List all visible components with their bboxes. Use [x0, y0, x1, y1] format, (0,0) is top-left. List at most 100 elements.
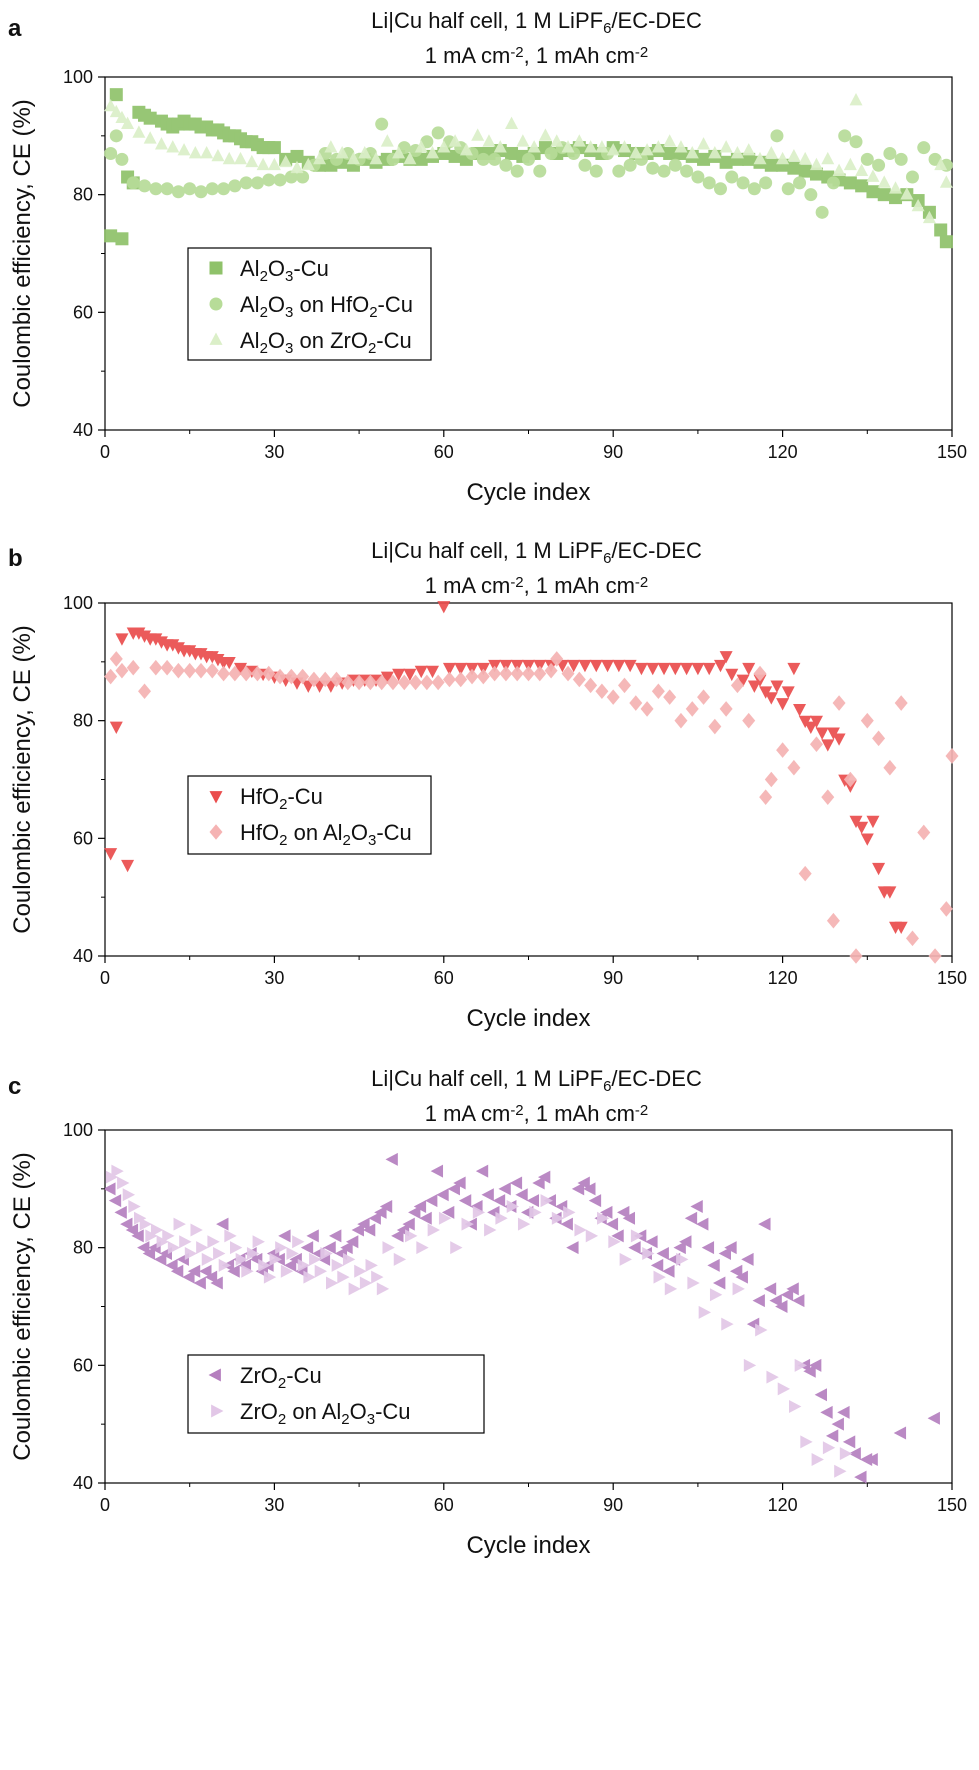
data-point: [702, 176, 716, 190]
y-axis-label: Coulombic efficiency, CE (%): [9, 625, 36, 934]
data-point: [755, 1323, 768, 1337]
legend-label: HfO2-Cu: [240, 784, 323, 813]
data-point: [821, 789, 835, 805]
data-point: [623, 158, 637, 172]
data-point: [793, 704, 807, 717]
data-point: [684, 1211, 698, 1225]
data-point: [142, 1247, 156, 1261]
data-point: [437, 140, 451, 153]
data-point: [577, 1176, 590, 1190]
x-tick-label: 150: [937, 442, 967, 462]
data-point: [162, 1229, 175, 1243]
data-point: [505, 146, 519, 160]
data-point: [104, 146, 118, 160]
y-tick-label: 80: [73, 185, 93, 205]
data-point: [252, 1235, 265, 1249]
data-point: [374, 1205, 387, 1219]
data-point: [877, 175, 891, 188]
data-point: [358, 146, 372, 159]
series-al2o3-on-zro2-cu: [104, 93, 953, 224]
data-point: [606, 143, 620, 156]
data-point: [228, 665, 242, 682]
data-point: [348, 1282, 361, 1296]
legend-label-part: HfO: [240, 784, 279, 809]
data-point: [849, 93, 863, 106]
data-point: [413, 1199, 427, 1213]
data-point: [427, 1223, 440, 1237]
data-point: [132, 125, 146, 138]
data-point: [719, 155, 733, 169]
data-point: [571, 1182, 585, 1196]
data-point: [201, 1252, 215, 1266]
data-point: [934, 157, 948, 171]
data-point: [357, 1217, 370, 1231]
data-point: [403, 151, 417, 165]
legend-marker: [208, 1368, 221, 1382]
data-point: [622, 1211, 636, 1225]
y-axis-label: Coulombic efficiency, CE (%): [9, 99, 36, 408]
data-point: [786, 1282, 799, 1296]
x-tick-label: 150: [937, 968, 967, 988]
data-point: [843, 157, 857, 171]
data-point: [905, 170, 919, 184]
data-point: [115, 152, 129, 166]
data-point: [346, 151, 360, 165]
data-point: [345, 1235, 359, 1249]
data-point: [273, 668, 287, 685]
legend-label-part: -Cu: [378, 292, 413, 317]
chart-panel-b: b Li|Cu half cell, 1 M LiPF6/EC-DEC 1 mA c…: [8, 538, 967, 1032]
data-point: [789, 1400, 802, 1414]
data-point: [883, 146, 897, 160]
data-point: [386, 674, 400, 691]
data-point: [663, 689, 677, 705]
data-point: [911, 198, 925, 212]
data-point: [488, 152, 502, 166]
data-point: [680, 164, 694, 178]
data-point: [753, 665, 767, 682]
data-point: [837, 1405, 850, 1419]
data-point: [605, 1217, 619, 1231]
x-tick-label: 120: [768, 442, 798, 462]
data-point: [533, 164, 547, 178]
data-point: [713, 1276, 726, 1290]
data-point: [732, 1282, 745, 1296]
data-point: [770, 680, 784, 693]
data-point: [826, 176, 840, 190]
data-point: [183, 182, 197, 196]
data-point: [354, 1264, 367, 1278]
data-point: [780, 1288, 794, 1302]
legend-label-part: 2: [343, 832, 351, 849]
data-point: [560, 1217, 573, 1231]
data-point: [188, 146, 202, 159]
data-point: [601, 659, 615, 673]
data-point: [646, 161, 660, 175]
data-point: [150, 1223, 164, 1237]
data-point: [679, 1235, 692, 1249]
data-point: [662, 1264, 675, 1278]
legend-label: ZrO2-Cu: [240, 1363, 322, 1392]
data-point: [612, 659, 626, 673]
data-point: [414, 140, 428, 153]
data-point: [414, 665, 428, 679]
data-point: [537, 1170, 551, 1184]
data-point: [849, 135, 863, 149]
data-point: [763, 1282, 777, 1296]
data-point: [114, 1205, 127, 1219]
data-point: [380, 671, 394, 685]
data-point: [506, 1199, 520, 1213]
data-point: [743, 1358, 757, 1372]
data-point: [798, 164, 812, 178]
data-point: [454, 671, 468, 688]
chart-panel-c: c Li|Cu half cell, 1 M LiPF6/EC-DEC 1 mA c…: [8, 1066, 967, 1559]
data-point: [227, 1264, 240, 1278]
data-point: [883, 886, 897, 899]
data-point: [517, 1217, 531, 1231]
series-hfo2-on-al2o3-cu: [104, 651, 959, 964]
data-point: [139, 1217, 153, 1231]
data-point: [588, 1194, 602, 1208]
data-point: [166, 140, 180, 153]
chart-title-line2-part: 1 mA cm: [425, 43, 511, 68]
data-point: [320, 1247, 333, 1261]
data-point: [160, 182, 174, 196]
data-point: [138, 683, 152, 700]
